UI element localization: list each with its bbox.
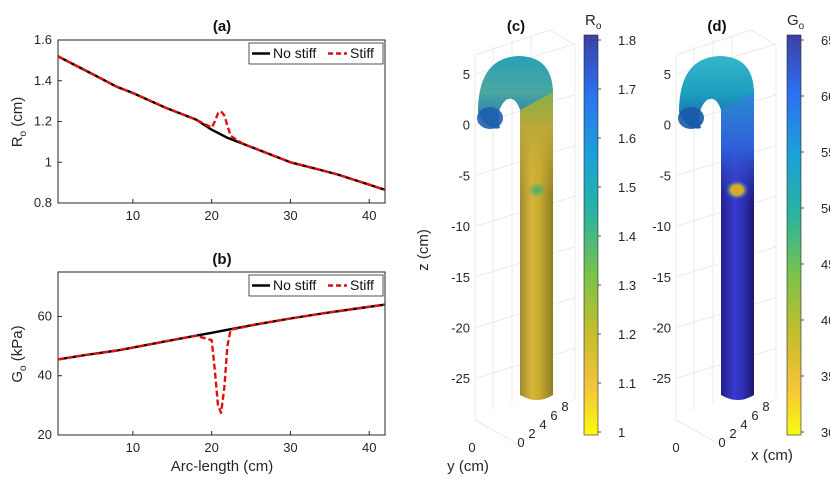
xtick-label: 6 [550, 408, 557, 423]
ytick-label: 40 [38, 368, 52, 383]
xtick-label: 20 [204, 208, 218, 223]
panel-a-ylabel: Ro (cm) [9, 97, 29, 148]
colorbar-tick-label: 1.4 [618, 229, 636, 244]
colorbar-tick-label: 30 [821, 425, 830, 440]
xtick-label: 30 [283, 440, 297, 455]
panel-c-ylabel: y (cm) [447, 458, 489, 475]
xtick-label: 0 [718, 435, 725, 450]
ztick-label: 5 [664, 67, 671, 82]
xtick-label: 4 [740, 417, 747, 432]
ztick-label: 0 [463, 118, 470, 133]
legend-label-stiff: Stiff [350, 277, 374, 293]
xtick-label: 40 [362, 440, 376, 455]
ztick-label: -5 [659, 168, 671, 183]
panel-d-xlabel: x (cm) [751, 447, 793, 464]
panel-b: (b) 20 40 60 10 20 30 40 Go (kPa) Arc-length … [9, 251, 386, 475]
colorbar-c-label: Ro [585, 12, 602, 32]
ytick-label: 20 [38, 427, 52, 442]
legend-label-stiff: Stiff [350, 45, 374, 61]
xtick-label: 0 [517, 435, 524, 450]
colorbar-tick-label: 1.5 [618, 180, 636, 195]
colorbar-d-label: Go [787, 12, 805, 32]
xtick-label: 4 [539, 417, 546, 432]
colorbar-tick-label: 65 [821, 33, 830, 48]
xtick-label: 8 [762, 399, 769, 414]
panel-b-ylabel: Go (kPa) [9, 325, 29, 382]
colorbar-d [786, 34, 802, 436]
panel-c-ytick-0: 0 [468, 440, 475, 455]
tube-c-outlet [477, 107, 503, 129]
ztick-label: -20 [451, 321, 470, 336]
ztick-label: 5 [463, 67, 470, 82]
xtick-label: 2 [729, 426, 736, 441]
xtick-label: 20 [204, 440, 218, 455]
panel-d-ytick-0: 0 [672, 440, 679, 455]
panel-b-title: (b) [212, 251, 231, 268]
xtick-label: 40 [362, 208, 376, 223]
ztick-label: -20 [652, 321, 671, 336]
series-line-stiff [57, 303, 386, 414]
xtick-label: 10 [126, 208, 140, 223]
panel-a-legend: No stiff Stiff [248, 42, 384, 65]
tube-d-outlet [678, 107, 704, 129]
panel-b-axes [57, 271, 386, 436]
ztick-label: -10 [451, 219, 470, 234]
colorbar-tick-label: 1.6 [618, 131, 636, 146]
ztick-label: -10 [652, 219, 671, 234]
panel-d-title: (d) [707, 18, 726, 35]
colorbar-tick-label: 50 [821, 201, 830, 216]
colorbar-tick-label: 60 [821, 89, 830, 104]
ytick-label: 1 [45, 154, 52, 169]
ytick-label: 1.2 [34, 114, 52, 129]
legend-label-no-stiff: No stiff [273, 277, 316, 293]
colorbar-tick-label: 40 [821, 313, 830, 328]
colorbar-tick-label: 1.3 [618, 278, 636, 293]
ztick-label: -15 [451, 270, 470, 285]
ytick-label: 60 [38, 308, 52, 323]
ztick-label: -25 [451, 371, 470, 386]
panel-a-axes [57, 39, 386, 204]
series-line-stiff [57, 55, 386, 191]
panel-a: (a) 0.8 1 1.2 1.4 1.6 10 20 30 40 Ro (cm) No st… [9, 18, 386, 223]
xtick-label: 6 [751, 408, 758, 423]
tube-d-stiff-spot [725, 180, 749, 200]
ytick-label: 1.4 [34, 73, 52, 88]
colorbar-tick-label: 35 [821, 369, 830, 384]
xtick-label: 10 [126, 440, 140, 455]
ztick-label: -15 [652, 270, 671, 285]
ytick-label: 0.8 [34, 195, 52, 210]
ytick-label: 1.6 [34, 32, 52, 47]
ztick-label: -25 [652, 371, 671, 386]
colorbar-tick-label: 1.1 [618, 376, 636, 391]
colorbar-tick-label: 1.7 [618, 82, 636, 97]
colorbar-c [583, 34, 599, 436]
colorbar-tick-label: 45 [821, 257, 830, 272]
panel-a-title: (a) [213, 18, 231, 35]
panel-c-title: (c) [507, 18, 525, 35]
colorbar-tick-label: 1.8 [618, 33, 636, 48]
panel-c-zlabel: z (cm) [415, 229, 432, 271]
ztick-label: -5 [458, 168, 470, 183]
colorbar-tick-label: 1 [618, 425, 625, 440]
xtick-label: 8 [561, 399, 568, 414]
ztick-label: 0 [664, 118, 671, 133]
xtick-label: 30 [283, 208, 297, 223]
panel-b-legend: No stiff Stiff [248, 274, 384, 297]
colorbar-tick-label: 55 [821, 145, 830, 160]
panel-b-xlabel: Arc-length (cm) [171, 458, 274, 475]
xtick-label: 2 [528, 426, 535, 441]
colorbar-tick-label: 1.2 [618, 327, 636, 342]
tube-c-stiff-spot [527, 182, 547, 198]
legend-label-no-stiff: No stiff [273, 45, 316, 61]
